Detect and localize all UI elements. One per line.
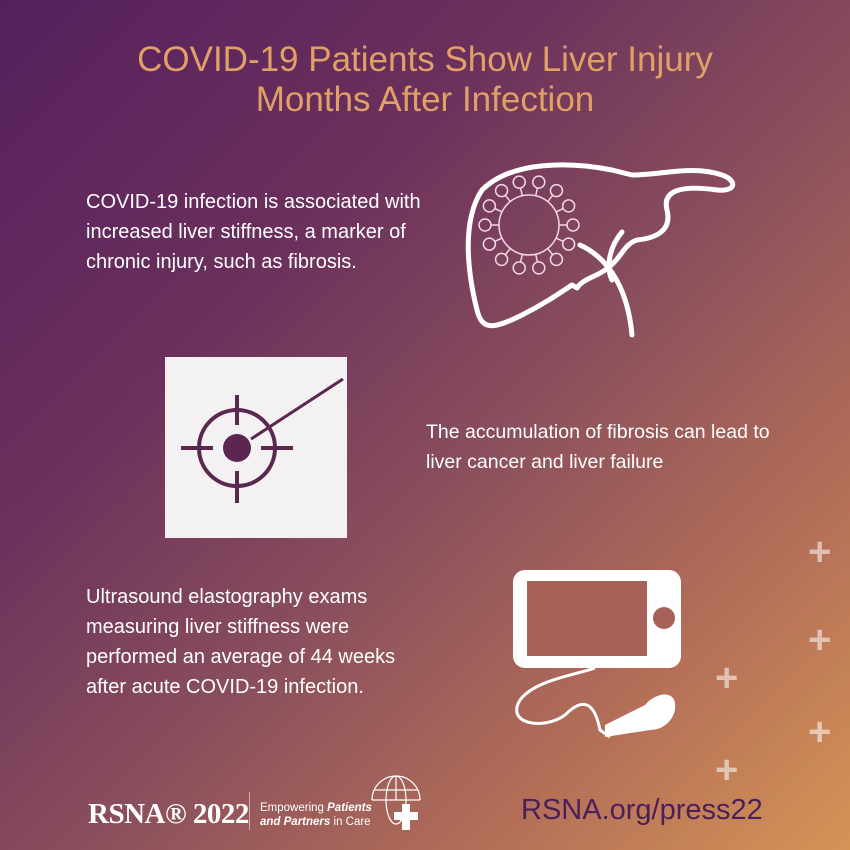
plus-decoration-icon: + [808,710,832,754]
virus-spike [532,175,546,189]
virus-spike-stem [547,194,554,203]
globe-cross-logo-icon [371,775,421,830]
virus-spike [549,183,564,198]
liver-virus-icon [465,162,736,338]
virus-spike-stem [547,247,554,256]
virus-spike [478,218,492,232]
page-title: COVID-19 Patients Show Liver Injury Mont… [0,40,850,120]
virus-spike-stem [534,254,539,263]
plus-decoration-icon: + [808,618,832,662]
virus-spike-stem [534,187,539,196]
tagline-text: Empowering [260,802,328,814]
virus-spike-stem [494,237,503,243]
virus-spike [482,237,497,251]
virus-spike [494,252,509,267]
footer-divider [249,792,250,830]
virus-spike [512,175,526,189]
tagline-bold: Patients [327,802,372,814]
tagline-bold: and Partners [260,816,331,828]
plus-decoration-icon: + [715,656,739,700]
elastography-text: Ultrasound elastography exams measuring … [86,586,396,698]
tagline: Empowering Patients and Partners in Care [260,801,372,829]
virus-spike-stem [555,237,564,243]
press-link[interactable]: RSNA.org/press22 [521,794,763,826]
virus-spike [494,183,509,198]
liver-stiffness-text: COVID-19 infection is associated with in… [86,191,421,273]
virus-spike-stem [494,207,503,213]
tagline-text: in Care [330,816,371,828]
virus-spike-stem [519,187,524,196]
virus-spike-stem [519,254,524,263]
virus-spike-stem [504,194,511,203]
virus-spike-stem [555,207,564,213]
plus-decoration-icon: + [715,748,739,792]
title-line-2: Months After Infection [255,80,595,119]
title-line-1: COVID-19 Patients Show Liver Injury [137,40,713,79]
virus-spike [566,218,580,232]
fibrosis-text: The accumulation of fibrosis can lead to… [426,421,770,473]
plus-decoration-icon: + [808,530,832,574]
virus-spike [561,199,576,213]
virus-spike [512,261,526,275]
virus-spike [549,252,564,267]
virus-spike [561,237,576,251]
target-needle-icon [165,357,347,538]
virus-spike [532,261,546,275]
rsna-logo: RSNA® 2022 [88,798,249,830]
ultrasound-device-icon [513,570,681,739]
virus-spike [482,199,497,213]
virus-spike-stem [504,247,511,256]
